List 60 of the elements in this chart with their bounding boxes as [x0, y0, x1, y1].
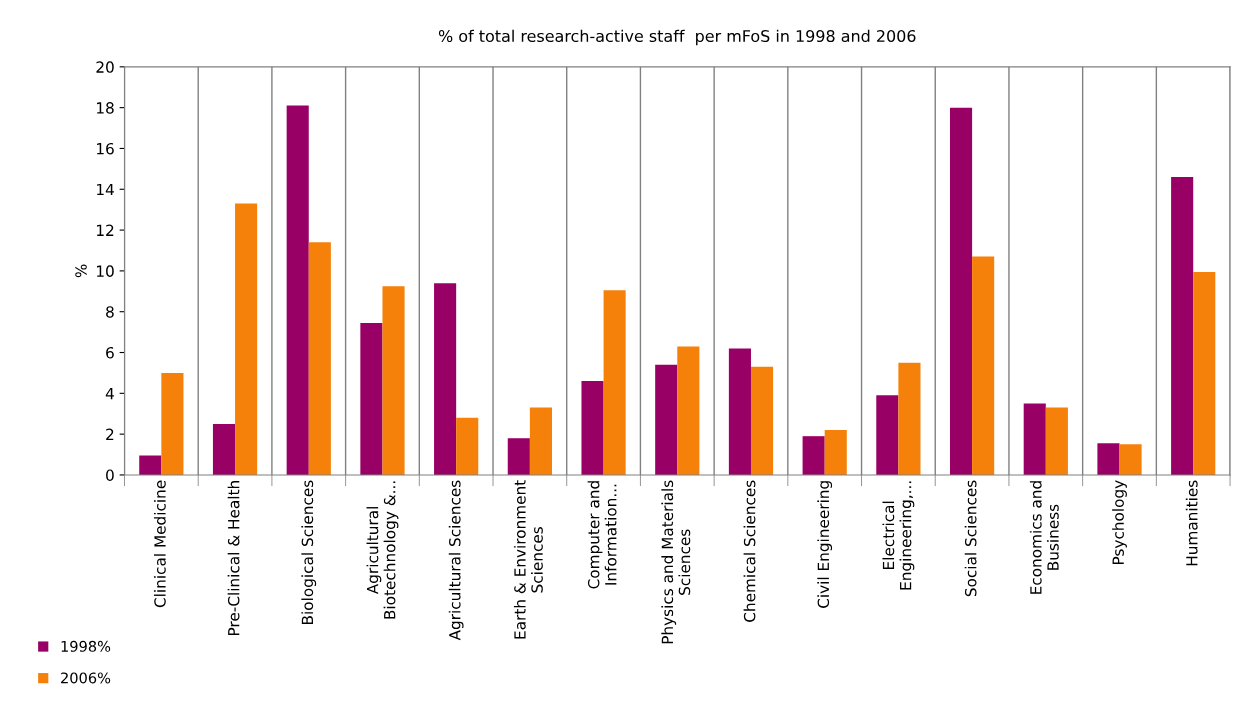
bar [456, 417, 479, 475]
y-tick-label: 4 [105, 387, 114, 400]
bar [603, 290, 626, 475]
x-tick-label: Earth & Environment Sciences [513, 480, 543, 639]
y-tick-label: 18 [97, 102, 114, 114]
y-tick-label: 20 [96, 61, 114, 73]
bar [360, 322, 383, 475]
x-tick-label: Pre-Clinical & Health [227, 481, 240, 635]
bar [898, 362, 921, 475]
x-tick-label: Clinical Medicine [153, 480, 166, 608]
bar [1097, 443, 1120, 475]
x-tick-label: Economics and Business [1029, 481, 1059, 594]
x-tick-label: Chemical Sciences [743, 480, 756, 622]
bar [972, 256, 995, 475]
x-tick-label: Social Sciences [964, 480, 977, 597]
bar [728, 348, 751, 475]
bar [507, 438, 530, 475]
y-tick-label: 14 [97, 183, 114, 196]
x-tick-label: Humanities [1185, 480, 1198, 566]
x-tick-label: Computer and Information... [587, 481, 617, 589]
y-tick-label: 12 [97, 224, 114, 236]
legend-label: 2006% [61, 672, 111, 684]
bar [382, 286, 405, 475]
y-tick-label: 0 [106, 469, 114, 481]
bar [824, 430, 847, 475]
bar [802, 436, 825, 475]
bar [434, 283, 457, 475]
bar [1119, 444, 1142, 475]
bar [581, 381, 604, 475]
bar [1023, 403, 1046, 475]
y-tick-label: 10 [97, 265, 114, 277]
y-tick-label: 8 [106, 306, 114, 318]
bar [655, 364, 678, 475]
x-tick-label: Agricultural Sciences [448, 480, 464, 641]
x-tick-label: Biological Sciences [301, 480, 317, 624]
y-tick-label: 2 [106, 428, 114, 440]
bar [677, 346, 700, 475]
bar [876, 395, 899, 475]
bar [308, 242, 331, 475]
y-tick-label: 16 [97, 142, 114, 155]
bar [750, 366, 774, 475]
legend-label: 1998% [61, 640, 111, 652]
chart-title: % of total research-active staff per mFoS in 1998 and 2006 [438, 29, 916, 46]
x-tick-label: Agricultural Biotechnology &... [366, 481, 399, 619]
y-tick-label: 6 [106, 346, 114, 359]
bar [529, 407, 552, 475]
y-axis-title: % [75, 264, 87, 278]
x-tick-label: Civil Engineering [817, 481, 833, 608]
bar [161, 372, 184, 475]
bar [286, 105, 309, 475]
x-tick-label: Physics and Materials Sciences [661, 480, 691, 644]
bar [949, 107, 973, 475]
bar [1193, 271, 1216, 475]
bar [139, 455, 162, 475]
bar [212, 423, 236, 475]
bar [1171, 177, 1194, 475]
bar [1045, 407, 1068, 475]
x-tick-label: Electrical Engineering,... [882, 481, 915, 590]
bar [235, 203, 258, 475]
x-tick-label: Psychology [1112, 480, 1127, 565]
